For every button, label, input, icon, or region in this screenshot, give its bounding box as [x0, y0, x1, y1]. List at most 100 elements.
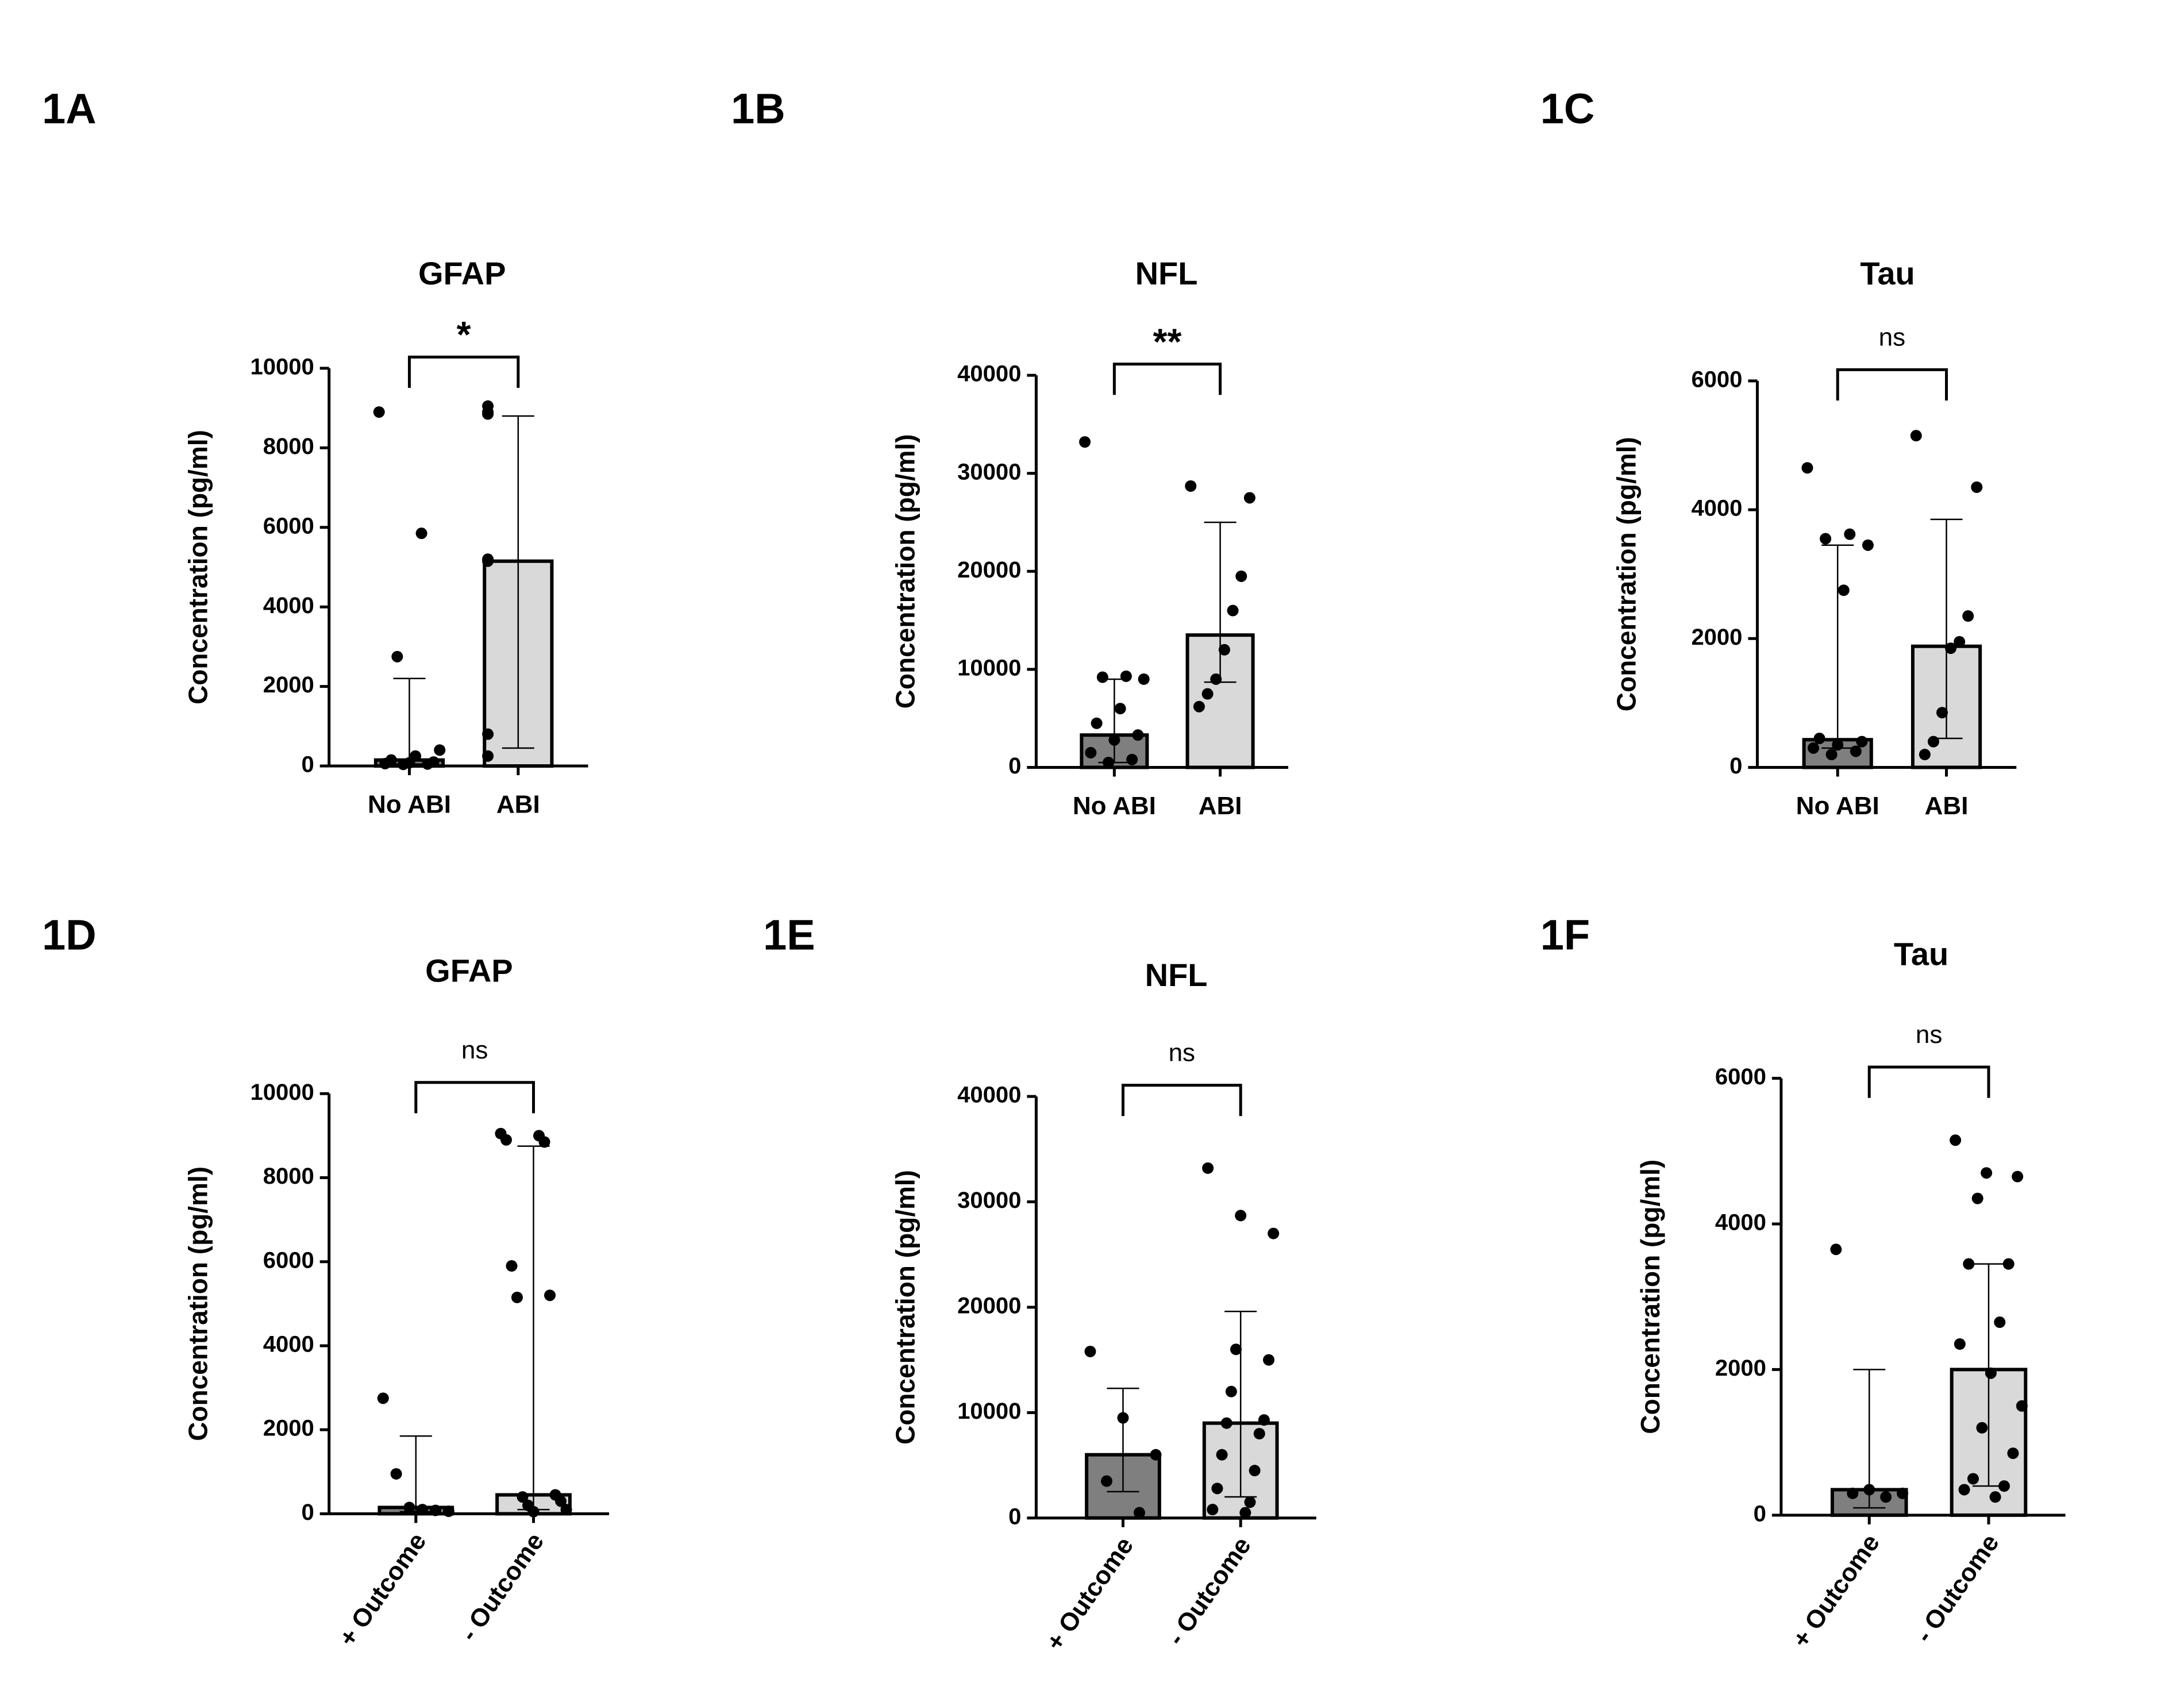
data-point — [1971, 1192, 1983, 1204]
chart-title: NFL — [1145, 957, 1208, 993]
data-point — [1100, 1475, 1112, 1487]
data-point — [1862, 539, 1874, 551]
data-point — [1218, 644, 1230, 656]
data-point — [1225, 1385, 1237, 1397]
significance-label: * — [457, 314, 471, 355]
data-point — [482, 750, 494, 762]
data-point — [422, 758, 434, 770]
x-tick-label: + Outcome — [1787, 1529, 1885, 1653]
y-tick-label: 30000 — [957, 459, 1021, 484]
data-point — [1863, 1484, 1875, 1496]
y-tick-label: 20000 — [957, 557, 1021, 583]
x-tick-label: + Outcome — [1041, 1532, 1139, 1655]
data-point — [1133, 1507, 1145, 1519]
y-tick-label: 2000 — [263, 1416, 314, 1441]
chart-title: Tau — [1860, 255, 1915, 291]
x-tick-label: No ABI — [1796, 792, 1879, 820]
panel-label: 1B — [731, 85, 785, 133]
data-point — [1856, 736, 1868, 748]
x-tick-label: No ABI — [368, 791, 451, 819]
data-point — [1807, 742, 1819, 754]
significance-bracket — [407, 355, 520, 388]
data-point — [1253, 1428, 1265, 1440]
data-point — [1216, 1449, 1228, 1461]
data-point — [1994, 1316, 2006, 1329]
data-point — [1268, 1227, 1280, 1239]
data-point — [1084, 1345, 1096, 1357]
significance-label: ns — [461, 1036, 488, 1064]
data-point — [1897, 1487, 1909, 1499]
data-point — [377, 1392, 389, 1404]
data-point — [1950, 1134, 1962, 1146]
data-point — [1832, 739, 1844, 751]
data-point — [1954, 1338, 1966, 1350]
data-point — [517, 1491, 529, 1503]
data-point — [1249, 1465, 1261, 1477]
y-tick-label: 40000 — [957, 361, 1021, 387]
data-point — [482, 408, 494, 420]
significance-bracket — [1867, 1065, 1990, 1098]
data-point — [417, 1504, 429, 1516]
y-tick-label: 2000 — [263, 672, 314, 698]
data-point — [1830, 1243, 1842, 1256]
y-tick-label: 20000 — [957, 1293, 1021, 1319]
y-tick-label: 0 — [1730, 753, 1742, 779]
panel-label: 1F — [1540, 911, 1590, 958]
significance-bracket — [1112, 363, 1222, 395]
significance-label: ns — [1879, 323, 1905, 351]
x-tick-label: - Outcome — [1162, 1532, 1257, 1650]
y-tick-label: 0 — [301, 752, 314, 777]
data-point — [430, 1504, 442, 1516]
data-point — [1813, 733, 1825, 745]
data-point — [1108, 734, 1120, 746]
y-tick-label: 6000 — [263, 513, 314, 538]
y-tick-label: 2000 — [1715, 1356, 1766, 1381]
data-point — [1230, 1343, 1242, 1356]
data-point — [397, 758, 409, 771]
data-point — [1120, 670, 1132, 682]
data-point — [1962, 610, 1974, 622]
y-tick-label: 40000 — [957, 1083, 1021, 1108]
data-point — [1989, 1491, 2001, 1503]
data-point — [1117, 1412, 1129, 1424]
panel-label: 1E — [763, 911, 815, 958]
chart-title: NFL — [1135, 255, 1198, 291]
x-tick-label: - Outcome — [1910, 1529, 2005, 1647]
data-point — [1138, 673, 1150, 685]
y-axis-label: Concentration (pg/ml) — [183, 1166, 213, 1441]
significance-bracket — [414, 1081, 535, 1114]
significance-label: ns — [1916, 1021, 1942, 1049]
data-point — [1193, 700, 1205, 713]
y-tick-label: 6000 — [1715, 1064, 1766, 1089]
data-point — [1825, 749, 1838, 761]
data-point — [1091, 717, 1103, 729]
data-point — [1239, 1507, 1251, 1519]
data-point — [1258, 1414, 1270, 1426]
data-point — [1936, 707, 1948, 719]
data-point — [500, 1134, 512, 1146]
y-tick-label: 6000 — [263, 1247, 314, 1273]
data-point — [1998, 1480, 2010, 1492]
data-point — [1820, 533, 1832, 545]
panel-label: 1C — [1540, 85, 1595, 133]
data-point — [2012, 1170, 2024, 1183]
x-tick-label: No ABI — [1073, 792, 1156, 820]
data-point — [482, 728, 494, 740]
data-point — [373, 406, 385, 418]
data-point — [1235, 570, 1247, 582]
data-point — [403, 1501, 415, 1514]
y-tick-label: 10000 — [957, 1399, 1021, 1424]
data-point — [1880, 1491, 1892, 1503]
data-point — [1202, 1162, 1214, 1174]
data-point — [527, 1506, 540, 1518]
data-point — [1085, 746, 1097, 758]
y-axis-label: Concentration (pg/ml) — [1611, 437, 1641, 711]
data-point — [1201, 688, 1214, 700]
data-point — [434, 744, 446, 756]
y-tick-label: 4000 — [263, 1332, 314, 1357]
data-point — [1954, 636, 1966, 648]
data-point — [560, 1504, 572, 1516]
y-tick-label: 4000 — [263, 593, 314, 618]
panel-label: 1A — [42, 85, 97, 133]
